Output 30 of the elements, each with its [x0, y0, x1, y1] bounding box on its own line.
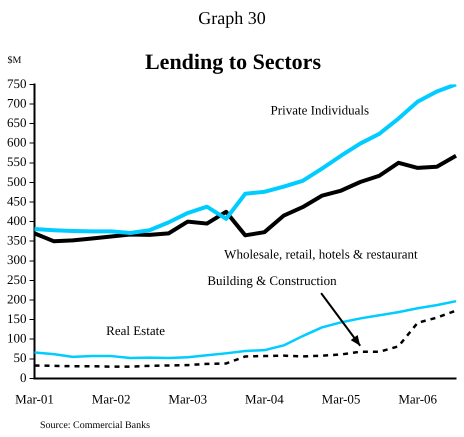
y-tick-label: 700 — [7, 95, 26, 110]
y-tick-label: 750 — [7, 76, 26, 91]
x-tick-label: Mar-03 — [168, 392, 208, 407]
source-note: Source: Commercial Banks — [40, 420, 150, 431]
y-axis-title: $M — [8, 55, 22, 66]
series-label: Real Estate — [106, 322, 166, 338]
y-tick-label: 200 — [7, 291, 26, 306]
series-label: Wholesale, retail, hotels & restaurant — [224, 246, 418, 262]
x-tick-label: Mar-01 — [15, 392, 54, 407]
y-tick-label: 550 — [7, 154, 26, 170]
x-tick-label: Mar-04 — [245, 392, 284, 407]
y-tick-label: 650 — [7, 115, 26, 130]
y-tick-label: 250 — [7, 272, 26, 287]
x-tick-label: Mar-02 — [92, 392, 131, 407]
y-tick-label: 150 — [7, 311, 26, 326]
y-tick-label: 450 — [7, 193, 26, 208]
chart-subtitle: Lending to Sectors — [145, 48, 322, 74]
y-tick-label: 350 — [7, 232, 26, 248]
y-tick-label: 50 — [14, 350, 26, 366]
chart-title: Graph 30 — [197, 8, 267, 29]
y-tick-label: 300 — [7, 252, 26, 268]
y-tick-label: 0 — [20, 370, 26, 385]
text: Building & Construction — [207, 272, 338, 288]
series-label: Private Individuals — [270, 102, 370, 118]
y-tick-label: 500 — [7, 174, 26, 189]
x-tick-label: Mar-06 — [398, 392, 438, 407]
x-tick-label: Mar-05 — [322, 392, 360, 407]
y-tick-label: 400 — [7, 213, 26, 228]
y-tick-label: 600 — [7, 134, 26, 150]
y-tick-label: 100 — [7, 330, 26, 346]
